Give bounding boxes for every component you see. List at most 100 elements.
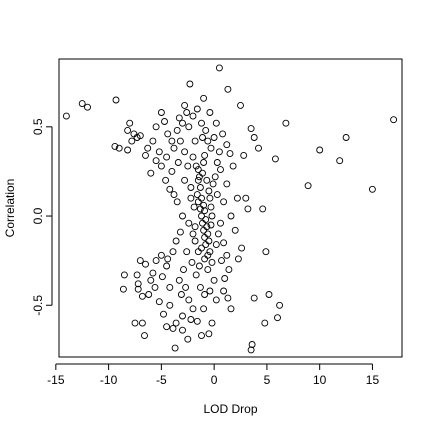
y-tick-label: 0.5 xyxy=(31,118,45,135)
data-point xyxy=(199,134,206,141)
data-point xyxy=(173,126,181,134)
data-point xyxy=(182,283,190,291)
data-point xyxy=(218,257,225,265)
data-point xyxy=(184,162,192,170)
data-point xyxy=(215,64,223,72)
data-point xyxy=(206,248,214,256)
data-point xyxy=(193,105,201,113)
data-point xyxy=(128,137,136,145)
y-axis-title: Correlation xyxy=(3,179,17,238)
data-point xyxy=(155,148,163,156)
data-point xyxy=(192,162,200,170)
data-point xyxy=(233,194,241,202)
y-axis: -0.5 0.0 0.5 xyxy=(31,118,53,316)
data-point xyxy=(181,148,189,156)
data-point xyxy=(212,296,220,304)
data-point xyxy=(133,271,141,279)
data-point xyxy=(227,305,235,313)
data-point xyxy=(237,101,244,109)
data-point xyxy=(193,317,201,325)
data-point xyxy=(160,310,167,318)
data-point xyxy=(199,219,206,227)
data-point xyxy=(208,319,216,327)
data-point xyxy=(186,80,194,88)
data-points xyxy=(62,64,398,354)
data-point xyxy=(274,314,281,322)
data-point xyxy=(195,262,203,270)
data-point xyxy=(179,326,186,334)
data-point xyxy=(198,332,205,340)
data-point xyxy=(191,223,199,231)
x-axis: -15 -10 -5 0 5 10 15 xyxy=(47,363,379,387)
data-point xyxy=(207,144,215,152)
data-point xyxy=(166,301,174,309)
data-point xyxy=(136,132,144,140)
data-point xyxy=(247,346,255,354)
data-point xyxy=(205,187,213,195)
data-point xyxy=(194,248,202,256)
data-point xyxy=(201,207,209,215)
data-point xyxy=(173,198,181,206)
data-point xyxy=(142,151,149,159)
data-point xyxy=(120,271,128,279)
x-tick-label: 5 xyxy=(264,373,271,387)
data-point xyxy=(166,185,174,193)
data-point xyxy=(187,316,195,323)
data-point xyxy=(170,144,178,152)
data-point xyxy=(198,119,205,127)
data-point xyxy=(157,109,165,116)
data-point xyxy=(145,291,153,298)
data-point xyxy=(204,266,212,274)
data-point xyxy=(78,100,86,108)
data-point xyxy=(193,191,201,199)
data-point xyxy=(131,319,139,327)
data-point xyxy=(262,248,270,256)
data-point xyxy=(390,116,398,124)
data-point xyxy=(196,184,204,191)
data-point xyxy=(200,305,208,313)
data-point xyxy=(250,294,258,302)
data-point xyxy=(168,137,176,145)
data-point xyxy=(205,330,213,338)
data-point xyxy=(223,251,231,259)
data-point xyxy=(174,159,182,166)
data-point xyxy=(161,118,168,125)
data-point xyxy=(111,142,119,150)
data-point xyxy=(336,157,344,165)
data-point xyxy=(185,123,193,131)
data-point xyxy=(207,203,215,211)
data-point xyxy=(209,180,217,188)
data-point xyxy=(211,173,219,181)
data-point xyxy=(201,151,209,159)
data-point xyxy=(158,273,166,281)
x-tick-label: -5 xyxy=(156,373,167,387)
data-point xyxy=(244,205,252,213)
data-point xyxy=(196,283,204,291)
data-point xyxy=(190,203,198,211)
data-point xyxy=(157,251,165,259)
data-point xyxy=(185,219,193,227)
data-point xyxy=(217,166,224,174)
data-point xyxy=(203,176,211,184)
data-point xyxy=(342,134,350,141)
x-axis-title: LOD Drop xyxy=(203,402,257,416)
data-point xyxy=(138,319,146,327)
data-point xyxy=(210,134,218,141)
data-point xyxy=(223,141,231,149)
data-point xyxy=(112,96,120,104)
data-point xyxy=(126,119,134,127)
data-point xyxy=(136,257,144,265)
data-point xyxy=(152,123,160,131)
data-point xyxy=(179,119,186,127)
data-point xyxy=(204,137,212,145)
data-point xyxy=(183,248,191,256)
data-point xyxy=(138,292,146,300)
data-point xyxy=(221,275,229,282)
data-point xyxy=(84,103,91,111)
data-point xyxy=(187,194,195,202)
y-tick-label: -0.5 xyxy=(31,295,45,316)
data-point xyxy=(164,255,172,263)
data-point xyxy=(194,176,202,184)
